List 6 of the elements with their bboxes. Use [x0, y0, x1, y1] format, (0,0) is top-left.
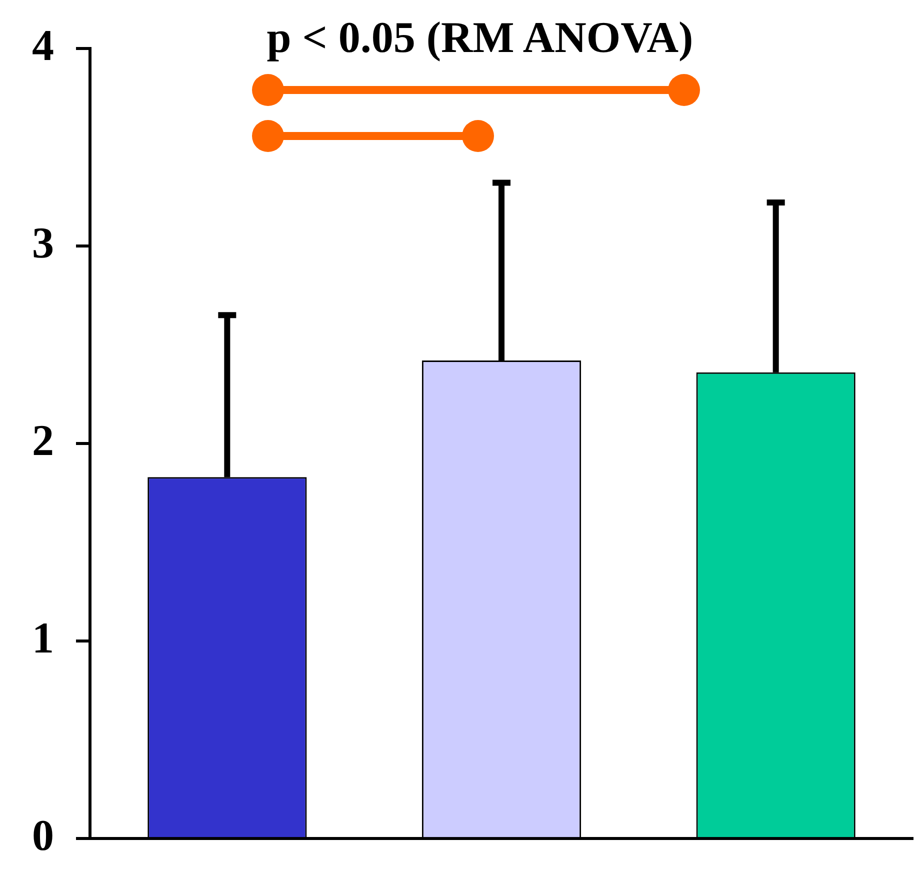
y-tick-label: 4: [32, 20, 54, 70]
y-tick-label: 0: [32, 810, 54, 860]
y-tick-label: 2: [32, 416, 54, 465]
chart-title: p < 0.05 (RM ANOVA): [266, 12, 694, 63]
y-tick-label: 1: [32, 613, 54, 662]
y-tick-label: 3: [32, 218, 54, 268]
